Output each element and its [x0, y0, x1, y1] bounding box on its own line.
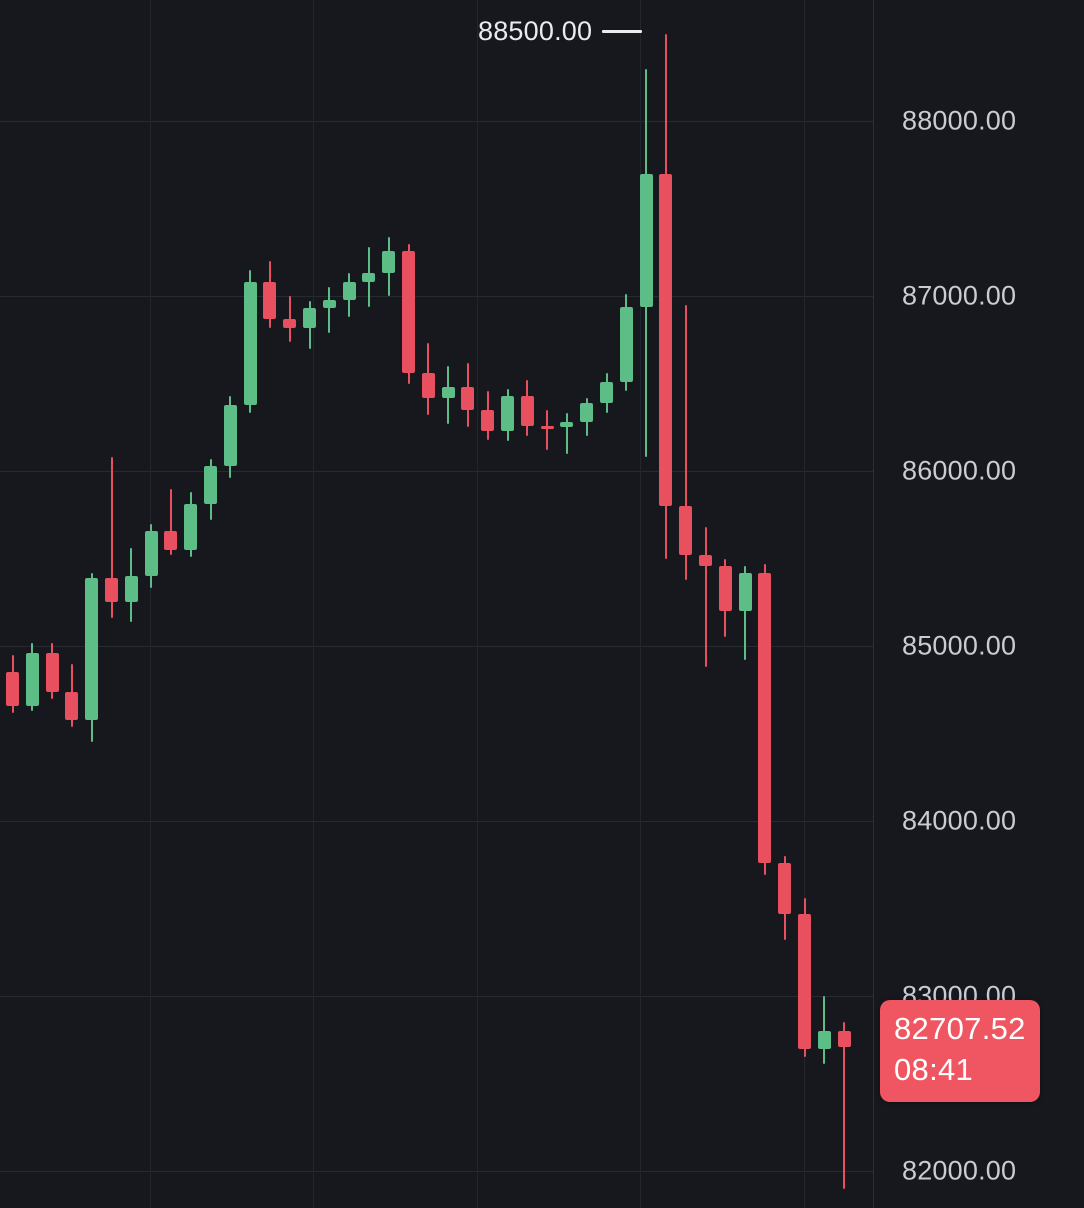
candle-wick: [843, 1022, 846, 1189]
high-price-annotation: 88500.00: [478, 15, 643, 47]
candle-body: [362, 273, 376, 282]
candle-wick: [169, 488, 172, 555]
candle-body: [540, 425, 554, 429]
candle-body: [263, 282, 277, 319]
candle-body: [481, 409, 495, 431]
candle-body: [639, 173, 653, 307]
price-axis-label: 84000.00: [902, 805, 1017, 836]
candle-body: [184, 504, 198, 550]
candle-wick: [546, 409, 549, 450]
last-price-time: 08:41: [894, 1052, 974, 1088]
candle-body: [124, 576, 138, 603]
candle-body: [520, 395, 534, 426]
candle-wick: [823, 996, 826, 1065]
candle-body: [25, 653, 39, 706]
candle-body: [778, 863, 792, 914]
price-axis-label: 86000.00: [902, 455, 1017, 486]
candle-body: [798, 913, 811, 1049]
candle-wick: [704, 527, 707, 667]
high-price-tick-icon: [602, 29, 643, 33]
candle-body: [6, 672, 19, 706]
price-axis-label: 87000.00: [902, 280, 1017, 311]
candle-body: [501, 395, 514, 431]
candle-body: [65, 691, 79, 720]
candle-wick: [110, 457, 113, 618]
candle-body: [45, 653, 59, 692]
candle-body: [342, 282, 356, 300]
candle-wick: [744, 565, 747, 660]
candle-body: [837, 1031, 851, 1048]
last-price-value: 82707.52: [894, 1011, 1026, 1047]
candle-body: [223, 404, 237, 466]
candle-body: [144, 530, 158, 576]
price-axis-label: 85000.00: [902, 630, 1017, 661]
candle-body: [718, 565, 732, 611]
candle-body: [461, 387, 475, 410]
candle-body: [283, 318, 297, 328]
price-axis-label: 88000.00: [902, 105, 1017, 136]
high-price-label: 88500.00: [478, 15, 593, 46]
last-price-badge[interactable]: 82707.52 08:41: [880, 1000, 1040, 1103]
candlestick-series[interactable]: [0, 0, 873, 1208]
candle-wick: [328, 287, 331, 333]
candle-body: [322, 299, 336, 309]
candle-body: [105, 577, 118, 603]
candle-wick: [565, 413, 568, 454]
candle-body: [421, 373, 435, 398]
candle-body: [441, 387, 455, 398]
candle-body: [758, 572, 772, 863]
candle-body: [164, 530, 178, 550]
candle-body: [382, 250, 396, 274]
candle-body: [679, 506, 693, 555]
candle-body: [580, 402, 594, 422]
price-axis-label: 82000.00: [902, 1155, 1017, 1186]
candle-body: [85, 577, 99, 720]
candle-body: [204, 465, 217, 505]
candle-body: [619, 306, 633, 382]
candle-body: [738, 572, 752, 611]
candle-body: [659, 173, 673, 506]
candle-body: [560, 422, 574, 428]
candle-body: [303, 308, 316, 328]
candle-body: [402, 250, 415, 373]
candle-body: [699, 555, 712, 566]
candle-wick: [684, 304, 687, 580]
candle-body: [243, 282, 257, 405]
candle-body: [600, 381, 613, 403]
candle-body: [817, 1031, 831, 1049]
